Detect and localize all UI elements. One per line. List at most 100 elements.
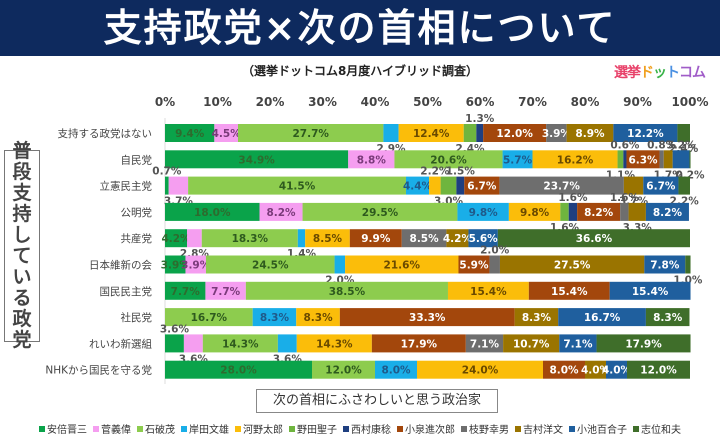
data-label: 3.6% bbox=[160, 323, 190, 335]
logo-part: ド bbox=[640, 65, 654, 81]
bar-segment bbox=[497, 229, 690, 248]
data-label: 15.4% bbox=[551, 286, 588, 298]
legend-item: 小泉進次郎 bbox=[397, 421, 455, 436]
bar-segment bbox=[205, 281, 246, 300]
bar-segment bbox=[371, 334, 466, 353]
bar-segment bbox=[375, 360, 417, 379]
data-label: 2.2% bbox=[420, 166, 450, 178]
bar-segment bbox=[429, 176, 441, 195]
legend-item: 河野太郎 bbox=[235, 421, 283, 436]
bar-segment bbox=[237, 124, 384, 142]
data-label: 14.3% bbox=[316, 338, 353, 350]
legend-label: 菅義偉 bbox=[101, 425, 131, 436]
data-label: 6.7% bbox=[467, 181, 497, 193]
x-tick-label: 80% bbox=[571, 95, 600, 109]
data-label: 3.2% bbox=[667, 139, 697, 151]
data-label: 8.5% bbox=[313, 233, 343, 245]
bar-segment bbox=[165, 255, 186, 274]
y-axis-title-char: 持 bbox=[12, 203, 32, 225]
logo-part: 選挙 bbox=[614, 65, 641, 81]
data-label: 6.3% bbox=[628, 154, 658, 166]
data-label: 24.0% bbox=[462, 365, 499, 377]
bar-segment bbox=[609, 281, 691, 300]
y-axis-title: 普段支持している政党 bbox=[4, 141, 40, 351]
x-tick-label: 0% bbox=[155, 95, 175, 109]
bar-segment bbox=[645, 308, 690, 327]
legend-label: 河野太郎 bbox=[243, 425, 283, 436]
x-tick-label: 50% bbox=[413, 95, 442, 109]
data-label: 16.2% bbox=[557, 154, 594, 166]
bar-segment bbox=[606, 360, 627, 379]
data-label: 18.3% bbox=[232, 233, 269, 245]
legend-swatch bbox=[181, 425, 187, 432]
x-tick-label: 10% bbox=[203, 95, 232, 109]
data-label: 0.7% bbox=[152, 166, 182, 178]
x-tick-label: 40% bbox=[361, 95, 390, 109]
data-label: 28.0% bbox=[220, 365, 257, 377]
bar-segment bbox=[185, 255, 206, 274]
x-tick-label: 30% bbox=[308, 95, 337, 109]
bar-segment bbox=[165, 176, 169, 195]
data-label: 7.1% bbox=[470, 338, 500, 350]
bar-segment bbox=[349, 229, 402, 248]
bar-segment bbox=[277, 334, 297, 353]
x-tick-label: 60% bbox=[466, 95, 495, 109]
bar-segment bbox=[659, 150, 664, 169]
data-label: 12.0% bbox=[640, 365, 677, 377]
data-label: 38.5% bbox=[329, 286, 366, 298]
bar-segment bbox=[672, 150, 690, 169]
bar-segment bbox=[499, 255, 645, 274]
legend-label: 石破茂 bbox=[145, 425, 175, 436]
data-label: 12.4% bbox=[413, 128, 450, 140]
senkyo-dotcom-logo: 選挙ドットコム bbox=[614, 62, 706, 82]
bar-segment bbox=[508, 202, 561, 221]
bar-segment bbox=[398, 124, 464, 142]
bar-segment bbox=[623, 150, 627, 169]
legend-item: 岸田文雄 bbox=[181, 421, 229, 436]
bar-segment bbox=[165, 202, 260, 221]
bar-segment bbox=[401, 229, 447, 248]
category-label: 共産党 bbox=[121, 232, 153, 245]
data-label: 8.3% bbox=[653, 312, 683, 324]
legend-item: 西村康稔 bbox=[343, 421, 391, 436]
bar-segment bbox=[620, 202, 629, 221]
bar-segment bbox=[348, 150, 395, 169]
x-tick-label: 20% bbox=[256, 95, 285, 109]
data-label: 8.8% bbox=[357, 154, 387, 166]
legend-label: 小泉進次郎 bbox=[405, 425, 455, 436]
legend-label: 小池百合子 bbox=[577, 425, 627, 436]
bar-segment bbox=[623, 176, 644, 195]
legend-swatch bbox=[39, 425, 45, 432]
bar-segment bbox=[187, 229, 202, 248]
category-label: 公明党 bbox=[121, 206, 153, 219]
bar-segment bbox=[546, 124, 567, 142]
legend-label: 岸田文雄 bbox=[189, 425, 229, 436]
data-label: 12.0% bbox=[496, 128, 533, 140]
banner-title: 支持政党×次の首相について bbox=[0, 0, 720, 56]
data-label: 7.1% bbox=[563, 338, 593, 350]
data-label: 3.9% bbox=[542, 128, 572, 140]
bar-segment bbox=[628, 202, 646, 221]
bar-segment bbox=[503, 334, 560, 353]
data-label: 33.3% bbox=[409, 312, 446, 324]
data-label: 34.9% bbox=[238, 154, 275, 166]
bar-segment bbox=[483, 124, 547, 142]
data-label: 17.9% bbox=[401, 338, 438, 350]
logo-part: ト bbox=[666, 65, 680, 81]
category-label: NHKから国民を守る党 bbox=[45, 364, 152, 377]
bar-segment bbox=[499, 176, 624, 195]
data-label: 15.4% bbox=[632, 286, 669, 298]
data-label: 8.3% bbox=[260, 312, 290, 324]
bar-segment bbox=[417, 360, 543, 379]
data-label: 5.7% bbox=[503, 154, 533, 166]
bar-segment bbox=[463, 124, 477, 142]
legend-item: 菅義偉 bbox=[93, 421, 131, 436]
data-label: 7.7% bbox=[171, 286, 201, 298]
bar-segment bbox=[345, 255, 459, 274]
y-axis-title-char: る bbox=[12, 287, 32, 309]
data-label: 8.2% bbox=[653, 207, 683, 219]
logo-part: コム bbox=[679, 65, 706, 81]
data-label: 8.0% bbox=[549, 365, 579, 377]
bar-segment bbox=[168, 176, 189, 195]
data-label: 8.5% bbox=[410, 233, 440, 245]
